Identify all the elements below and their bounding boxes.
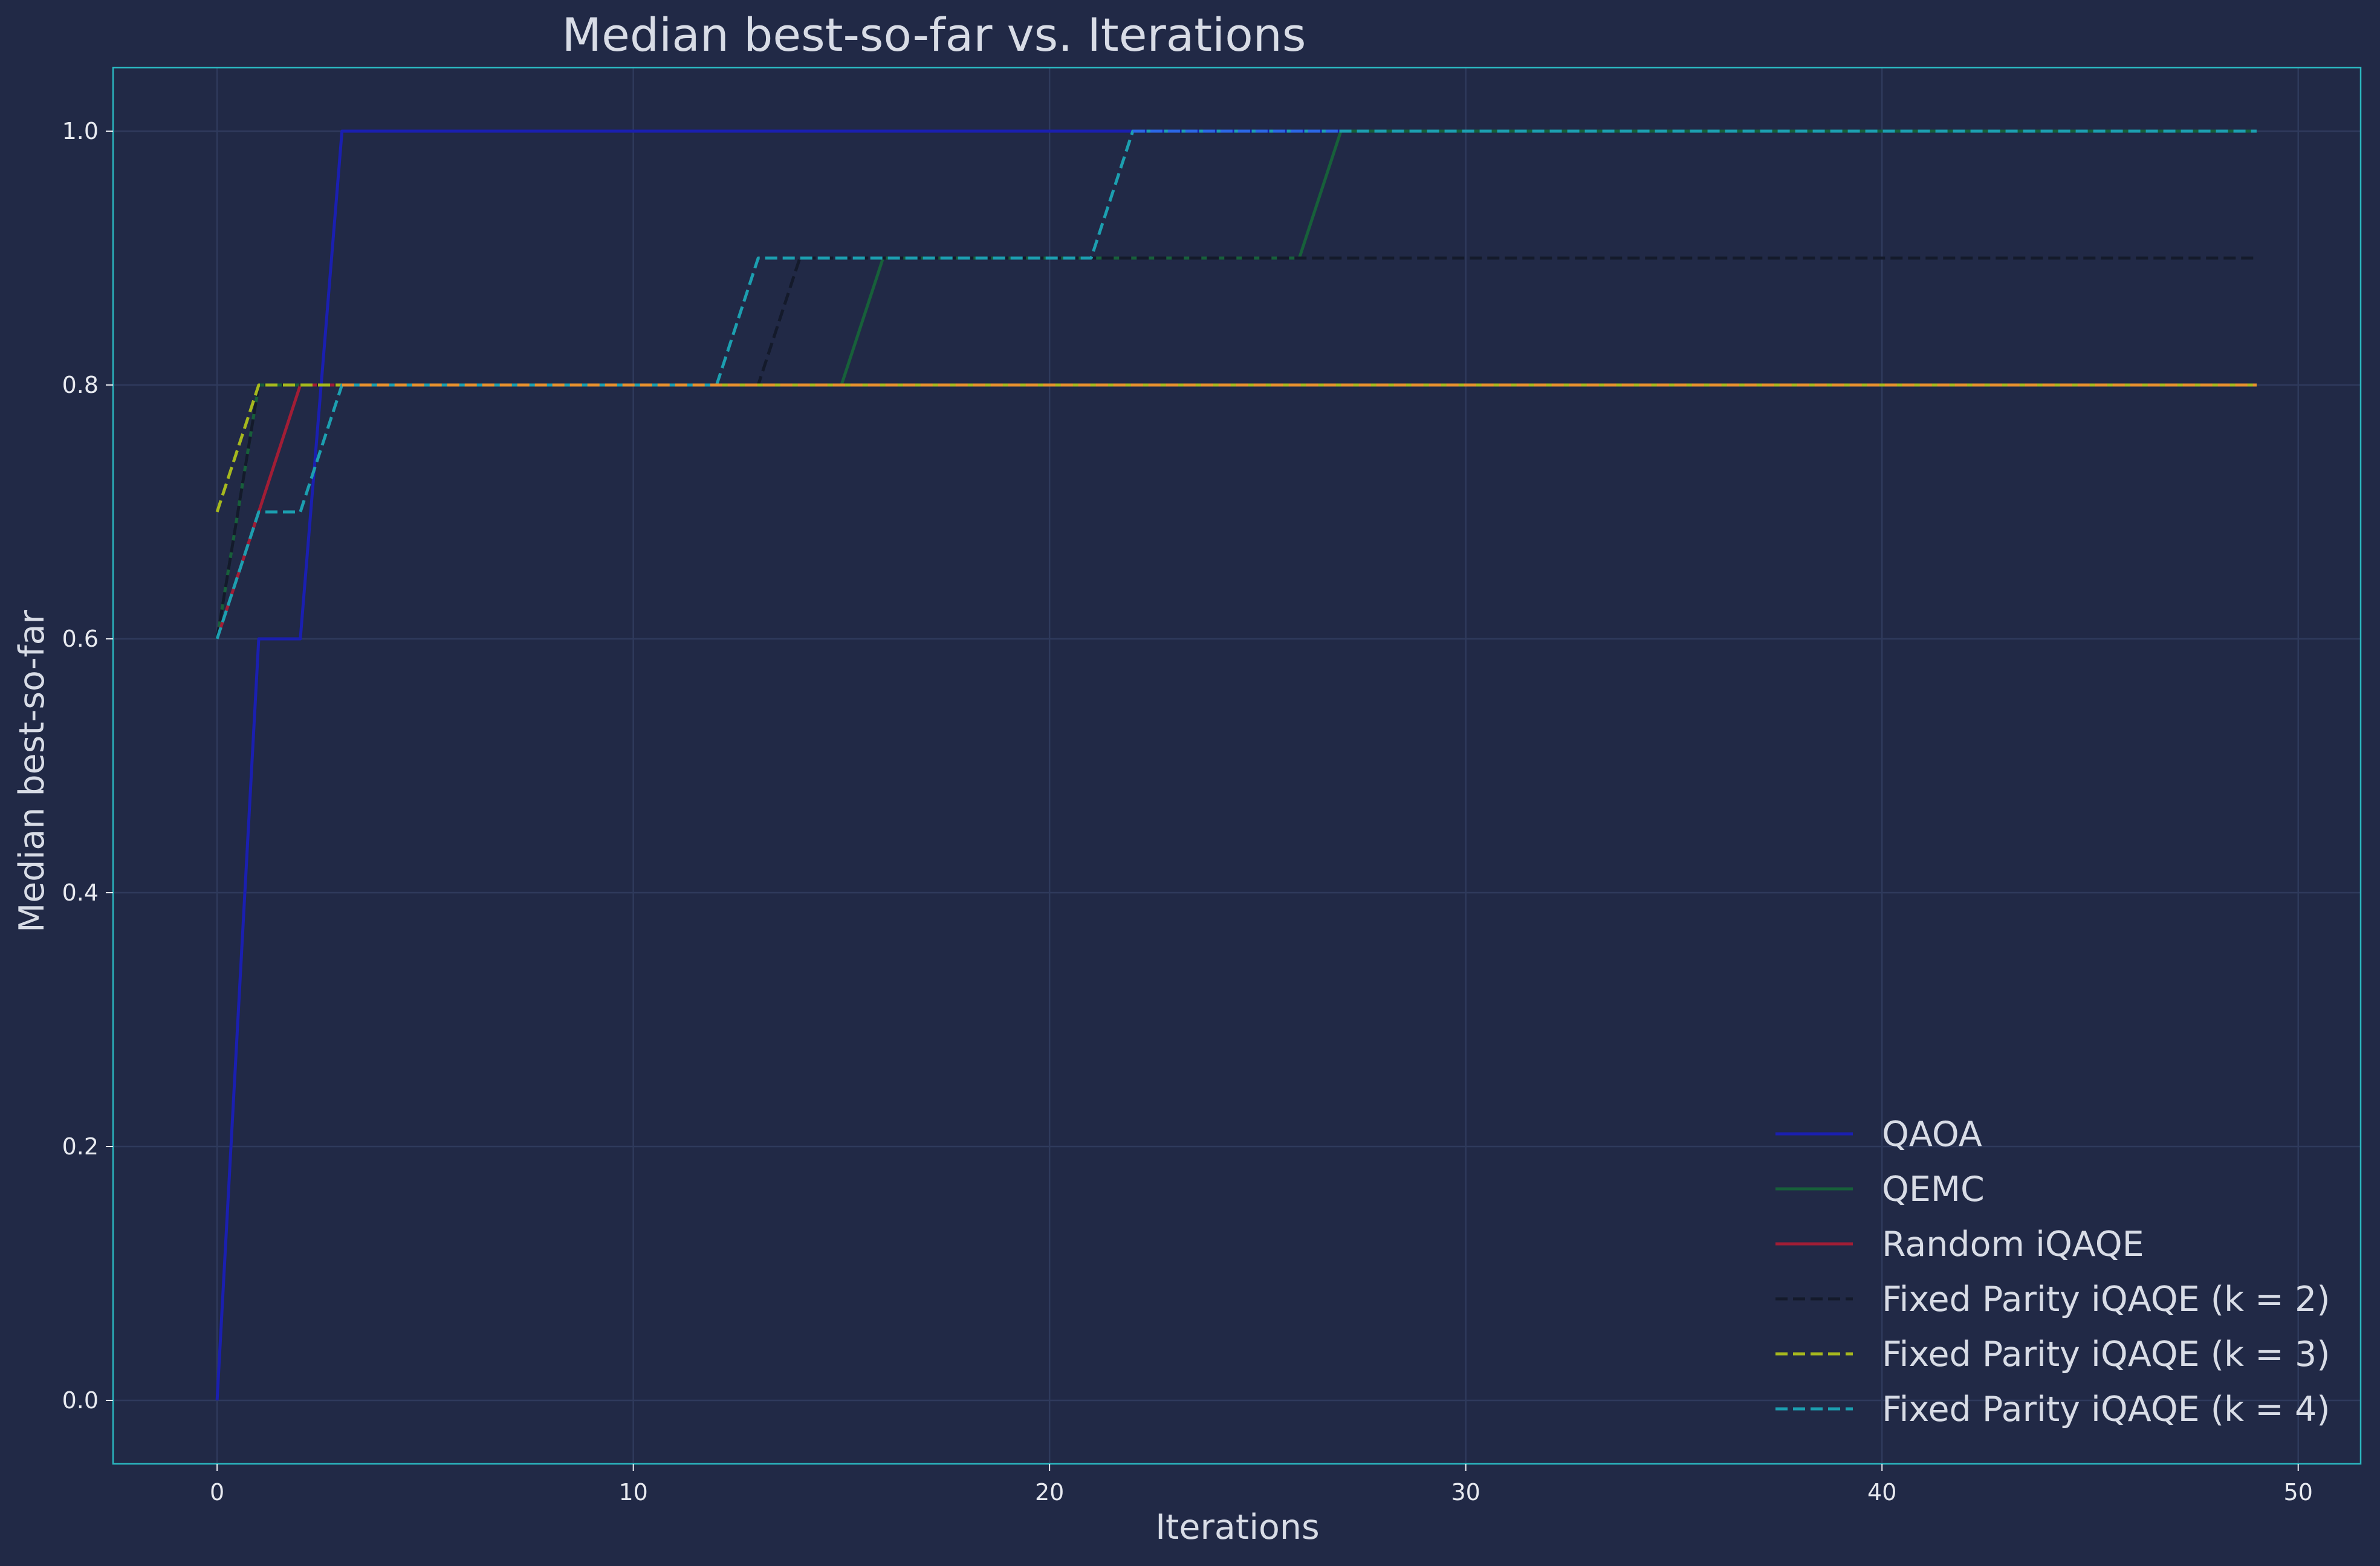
legend-label: Fixed Parity iQAQE (k = 2)	[1882, 1280, 2330, 1319]
x-tick-label: 40	[1867, 1479, 1896, 1506]
y-tick-label: 0.8	[62, 372, 99, 398]
legend: QAOA QEMC Random iQAQE Fixed Parity iQAQE (…	[1775, 1115, 2330, 1429]
y-tick-label: 0.0	[62, 1387, 99, 1414]
legend-label: QEMC	[1882, 1170, 1985, 1209]
legend-label: Fixed Parity iQAQE (k = 4)	[1882, 1390, 2330, 1429]
axis-ticks: 0 10 20 30 40 50 0.0 0.2 0.4 0.6 0.8 1.0	[62, 118, 2313, 1506]
legend-label: QAOA	[1882, 1115, 1982, 1154]
legend-label: Fixed Parity iQAQE (k = 3)	[1882, 1335, 2330, 1374]
y-tick-label: 0.6	[62, 626, 99, 652]
chart-title: Median best-so-far vs. Iterations	[562, 8, 1306, 62]
x-tick-label: 20	[1035, 1479, 1064, 1506]
plot-frame	[112, 66, 2362, 1465]
y-tick-label: 1.0	[62, 118, 99, 144]
legend-label: Random iQAQE	[1882, 1225, 2144, 1264]
x-tick-label: 30	[1451, 1479, 1480, 1506]
y-axis-label: Median best-so-far	[12, 609, 52, 932]
x-tick-label: 0	[210, 1479, 224, 1506]
x-axis-label: Iterations	[1155, 1507, 1319, 1547]
y-tick-label: 0.2	[62, 1133, 99, 1160]
y-tick-label: 0.4	[62, 879, 99, 906]
series-line-6	[215, 129, 2257, 639]
x-tick-label: 50	[2284, 1479, 2313, 1506]
x-tick-label: 10	[618, 1479, 647, 1506]
series-lines	[215, 129, 2257, 1401]
series-line-1	[215, 129, 2257, 1401]
